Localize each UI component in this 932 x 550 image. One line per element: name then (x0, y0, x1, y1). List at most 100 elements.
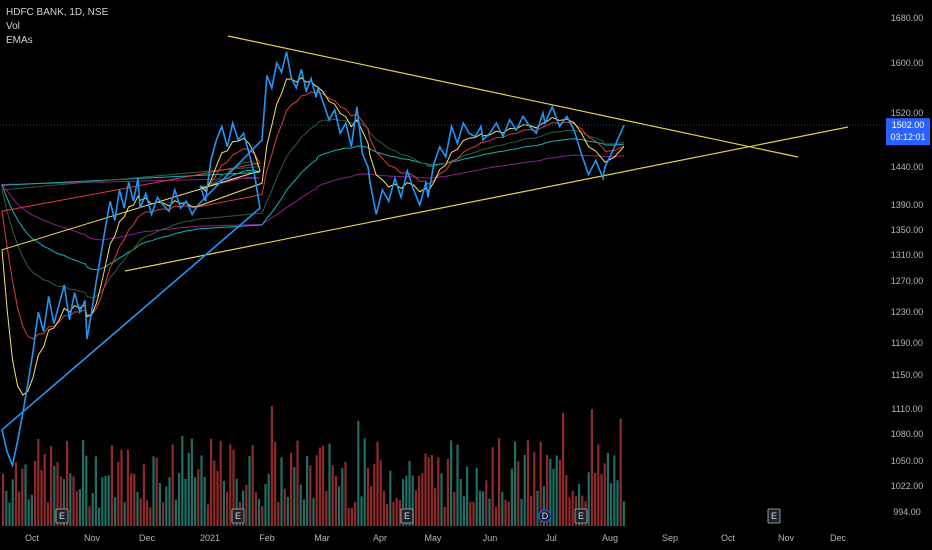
volume-bar (568, 497, 571, 526)
earnings-marker[interactable]: E (767, 508, 781, 524)
volume-bar (43, 453, 46, 526)
volume-bar (5, 490, 8, 526)
y-tick-label: 1110.00 (891, 404, 922, 414)
volume-bar (152, 456, 155, 526)
volume-bar (344, 461, 347, 526)
volume-bar (136, 491, 139, 526)
volume-bar (66, 441, 69, 526)
volume-bar (181, 435, 184, 526)
volume-bar (110, 445, 113, 526)
ema-10-line (1, 77, 625, 396)
x-tick-label: Aug (602, 533, 618, 543)
x-tick-label: Dec (830, 533, 847, 543)
volume-bar (114, 497, 117, 526)
y-tick-label: 1680.00 (891, 13, 924, 23)
y-axis[interactable]: 1680.00 1600.00 1520.00 1440.00 1390.00 1350.… (891, 13, 924, 517)
lower-trendline[interactable] (124, 126, 849, 272)
volume-bar (347, 507, 350, 526)
volume-bar (174, 499, 177, 526)
volume-bar (459, 479, 462, 526)
volume-bar (274, 441, 277, 526)
price-tag-countdown: 03:12:01 (890, 132, 925, 142)
volume-bar (622, 501, 625, 526)
x-tick-label: Jul (545, 533, 557, 543)
upper-trendline[interactable] (227, 35, 799, 158)
volume-bar (619, 418, 622, 526)
volume-bar (562, 412, 565, 526)
volume-bar (82, 440, 85, 526)
volume-bar (162, 502, 165, 526)
volume-bar (434, 488, 437, 526)
volume-bar (366, 468, 369, 526)
volume-bar (491, 447, 494, 526)
volume-bar (126, 449, 129, 526)
volume-bar (578, 484, 581, 526)
legend-symbol[interactable]: HDFC BANK, 1D, NSE (6, 7, 109, 18)
volume-bar (200, 455, 203, 526)
volume-bar (72, 476, 75, 526)
volume-bar (197, 469, 200, 526)
volume-bar (440, 473, 443, 526)
volume-bar (587, 472, 590, 526)
volume-bar (322, 445, 325, 526)
marker-letter: E (59, 511, 65, 521)
volume-bar (235, 478, 238, 526)
volume-bar (59, 476, 62, 526)
volume-bar (616, 480, 619, 526)
volume-bar (331, 465, 334, 526)
volume-bar (293, 467, 296, 526)
volume-bar (85, 455, 88, 526)
earnings-marker[interactable]: E (400, 508, 414, 524)
x-tick-label: Nov (778, 533, 795, 543)
volume-bar (373, 463, 376, 526)
legend-vol[interactable]: Vol (6, 21, 20, 32)
volume-bar (328, 443, 331, 526)
dividend-marker[interactable]: D (538, 509, 552, 523)
volume-bar (357, 421, 360, 526)
x-tick-label: May (424, 533, 442, 543)
volume-bar (379, 460, 382, 526)
volume-bar (21, 468, 24, 526)
volume-bar (392, 501, 395, 526)
volume-bar (18, 491, 21, 526)
earnings-marker[interactable]: E (231, 508, 245, 524)
volume-bar (430, 455, 433, 526)
volume-bar (53, 465, 56, 526)
volume-bar (107, 475, 110, 526)
volume-bar (46, 502, 49, 526)
volume-bar (242, 490, 245, 526)
volume-bar (261, 505, 264, 526)
volume-bar (194, 477, 197, 526)
volume-bar (526, 440, 529, 526)
price-line (1, 51, 625, 469)
y-tick-label: 1022.00 (891, 481, 924, 491)
volume-bar (270, 405, 273, 526)
legend-emas[interactable]: EMAs (6, 35, 33, 46)
volume-bar (232, 449, 235, 526)
volume-bar (30, 494, 33, 526)
volume-bar (405, 475, 408, 526)
volume-bar (360, 496, 363, 526)
volume-bar (469, 501, 472, 526)
volume-bar (603, 463, 606, 526)
volume-bar (283, 488, 286, 526)
volume-bar (315, 455, 318, 526)
volume-bar (149, 507, 152, 526)
volume-bar (37, 439, 40, 526)
volume-bar (552, 468, 555, 526)
volume-histogram (2, 405, 625, 526)
earnings-marker[interactable]: E (55, 508, 69, 524)
x-axis[interactable]: Oct Nov Dec 2021 Feb Mar Apr May Jun Jul Aug Sep Oct… (25, 533, 847, 543)
marker-letter: E (235, 511, 241, 521)
volume-bar (600, 474, 603, 526)
earnings-marker[interactable]: E (574, 508, 588, 524)
x-tick-label: Dec (139, 533, 156, 543)
trendlines[interactable] (0, 35, 885, 272)
volume-bar (133, 473, 136, 526)
volume-bar (203, 476, 206, 526)
volume-bar (264, 483, 267, 526)
volume-bar (472, 501, 475, 526)
volume-bar (446, 458, 449, 526)
